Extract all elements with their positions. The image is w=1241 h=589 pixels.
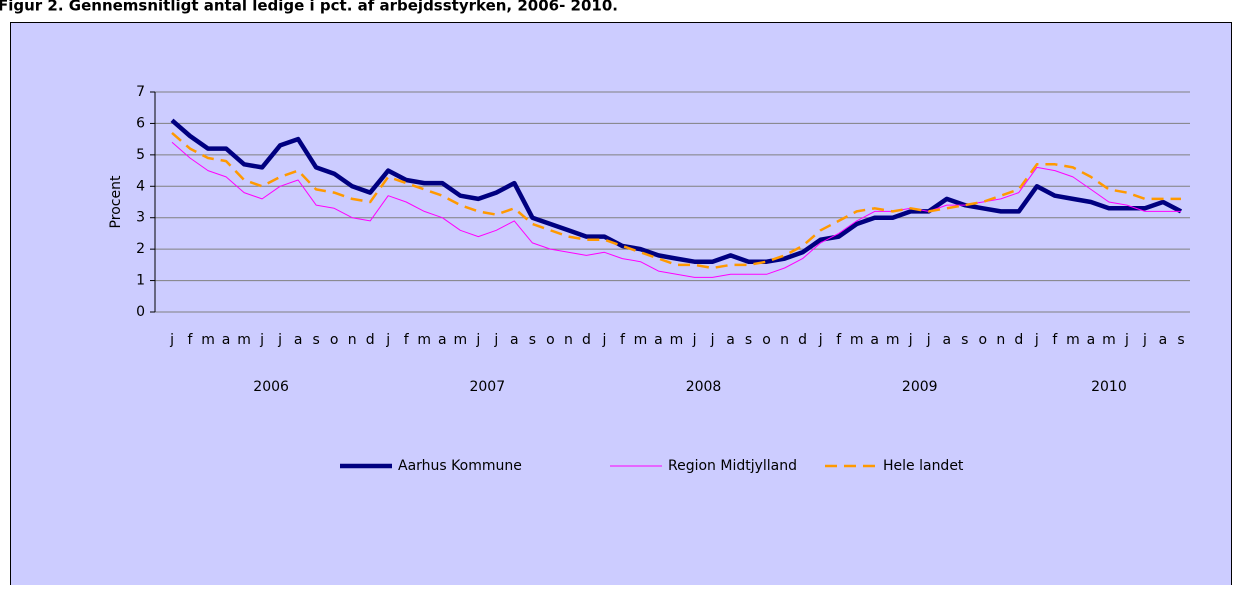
x-tick-label: m <box>453 332 467 348</box>
x-tick-label: o <box>330 332 339 348</box>
x-tick-label: s <box>313 332 320 348</box>
y-tick-label: 7 <box>136 84 145 100</box>
x-tick-label: j <box>277 332 282 348</box>
x-tick-label: n <box>996 332 1005 348</box>
y-tick-label: 5 <box>136 147 145 163</box>
x-tick-label: a <box>294 332 303 348</box>
x-tick-label: j <box>818 332 823 348</box>
x-tick-label: j <box>259 332 264 348</box>
x-tick-label: d <box>582 332 591 348</box>
x-tick-label: j <box>1034 332 1039 348</box>
x-tick-label: f <box>620 332 626 348</box>
x-tick-label: o <box>979 332 988 348</box>
y-tick-label: 3 <box>136 210 145 226</box>
x-tick-label: j <box>692 332 697 348</box>
x-tick-label: o <box>546 332 555 348</box>
x-tick-label: m <box>417 332 431 348</box>
year-label: 2009 <box>902 379 938 395</box>
x-tick-label: j <box>926 332 931 348</box>
x-tick-label: j <box>908 332 913 348</box>
x-tick-label: d <box>366 332 375 348</box>
y-axis-label: Procent <box>108 175 124 228</box>
x-tick-label: j <box>493 332 498 348</box>
x-tick-label: f <box>1052 332 1058 348</box>
x-tick-label: a <box>870 332 879 348</box>
series-line <box>171 131 1181 270</box>
x-tick-label: n <box>564 332 573 348</box>
y-tick-label: 2 <box>136 241 145 257</box>
chart-area <box>10 22 1232 589</box>
chart-title: Figur 2. Gennemsnitligt antal ledige i p… <box>0 0 618 15</box>
x-tick-label: j <box>385 332 390 348</box>
x-tick-label: m <box>1066 332 1080 348</box>
legend-label: Region Midtjylland <box>668 458 797 474</box>
x-tick-label: a <box>222 332 231 348</box>
x-tick-label: j <box>710 332 715 348</box>
x-tick-label: m <box>850 332 864 348</box>
legend-label: Hele landet <box>883 458 964 474</box>
x-tick-label: f <box>404 332 410 348</box>
x-tick-label: a <box>438 332 447 348</box>
x-tick-label: d <box>1014 332 1023 348</box>
x-tick-label: a <box>1087 332 1096 348</box>
x-tick-label: a <box>942 332 951 348</box>
x-tick-label: j <box>475 332 480 348</box>
x-tick-label: m <box>886 332 900 348</box>
y-tick-label: 1 <box>136 273 145 289</box>
x-tick-label: j <box>601 332 606 348</box>
x-tick-label: s <box>745 332 752 348</box>
year-label: 2010 <box>1091 379 1127 395</box>
x-tick-label: f <box>836 332 842 348</box>
x-tick-label: n <box>348 332 357 348</box>
x-tick-label: m <box>1102 332 1116 348</box>
x-tick-label: s <box>961 332 968 348</box>
x-tick-label: m <box>237 332 251 348</box>
x-tick-label: a <box>654 332 663 348</box>
year-label: 2006 <box>253 379 289 395</box>
x-tick-label: n <box>780 332 789 348</box>
y-tick-label: 4 <box>136 178 145 194</box>
series-line <box>170 118 1183 264</box>
x-tick-label: m <box>670 332 684 348</box>
x-tick-label: d <box>798 332 807 348</box>
x-tick-label: j <box>1142 332 1147 348</box>
x-tick-label: a <box>510 332 519 348</box>
x-tick-label: m <box>634 332 648 348</box>
x-tick-label: s <box>1177 332 1184 348</box>
y-tick-label: 6 <box>136 115 145 131</box>
x-tick-label: m <box>201 332 215 348</box>
x-tick-label: j <box>1124 332 1129 348</box>
y-tick-label: 0 <box>136 304 145 320</box>
year-label: 2007 <box>469 379 505 395</box>
legend-label: Aarhus Kommune <box>398 458 522 474</box>
x-tick-label: o <box>762 332 771 348</box>
x-tick-label: a <box>726 332 735 348</box>
x-tick-label: a <box>1159 332 1168 348</box>
x-tick-label: s <box>529 332 536 348</box>
year-label: 2008 <box>686 379 722 395</box>
series-line <box>171 141 1181 278</box>
x-tick-label: f <box>188 332 194 348</box>
x-tick-label: j <box>169 332 174 348</box>
